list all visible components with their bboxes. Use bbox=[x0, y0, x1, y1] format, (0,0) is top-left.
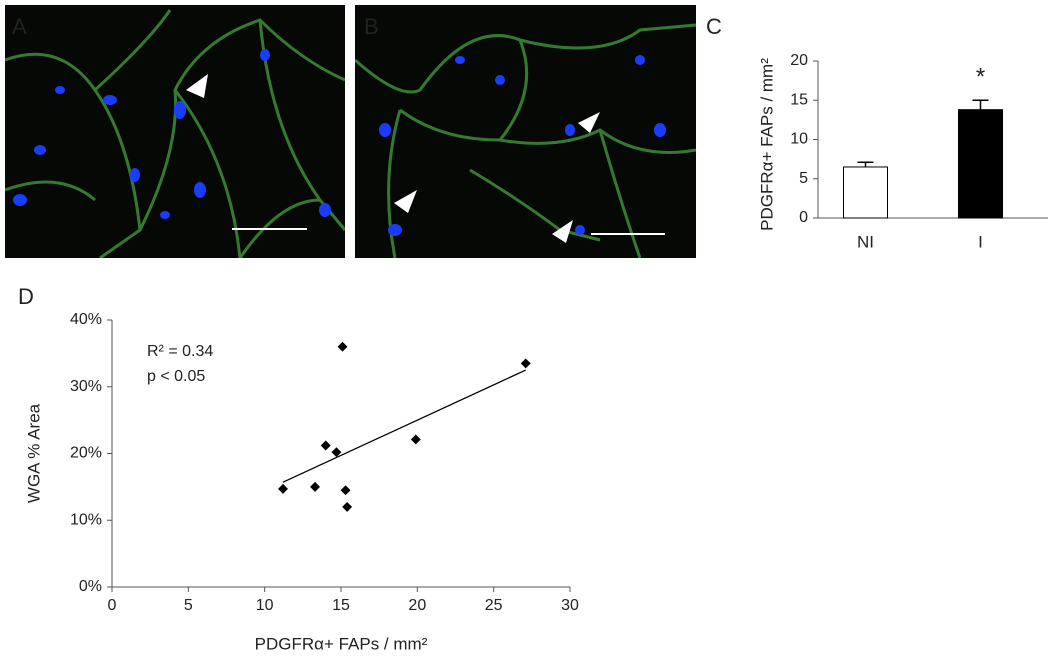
trendline bbox=[282, 369, 526, 483]
x-tick-label: NI bbox=[857, 232, 874, 251]
bar bbox=[843, 166, 888, 219]
x-tick-label: 25 bbox=[485, 597, 503, 614]
data-point bbox=[320, 440, 331, 451]
y-tick-label: 15 bbox=[790, 91, 808, 108]
y-tick-label: 40% bbox=[70, 311, 102, 328]
data-point bbox=[337, 341, 348, 352]
y-axis-label: PDGFRα+ FAPs / mm² bbox=[757, 58, 776, 231]
y-axis-label: WGA % Area bbox=[24, 403, 43, 503]
y-tick-label: 10 bbox=[790, 131, 808, 148]
x-tick-label: 30 bbox=[561, 597, 579, 614]
micrograph-a bbox=[5, 5, 345, 258]
x-axis-label: PDGFRα+ FAPs / mm² bbox=[255, 634, 428, 653]
y-tick-label: 0 bbox=[799, 209, 808, 226]
stat-annotation: p < 0.05 bbox=[147, 368, 205, 385]
y-tick-label: 20 bbox=[790, 52, 808, 69]
x-tick-label: 0 bbox=[108, 597, 117, 614]
data-point bbox=[278, 483, 288, 494]
data-point bbox=[342, 501, 353, 512]
x-tick-label: 10 bbox=[256, 597, 274, 614]
panel-label: D bbox=[18, 284, 34, 309]
y-tick-label: 20% bbox=[70, 445, 102, 462]
x-tick-label: I bbox=[978, 232, 983, 251]
stat-annotation: R² = 0.34 bbox=[147, 343, 213, 360]
data-point bbox=[410, 434, 421, 445]
x-tick-label: 20 bbox=[408, 597, 426, 614]
data-point bbox=[331, 447, 342, 458]
bar bbox=[958, 109, 1003, 219]
micrograph-b bbox=[355, 5, 696, 258]
significance-marker: * bbox=[976, 64, 985, 91]
panel-label: C bbox=[706, 14, 722, 39]
x-tick-label: 15 bbox=[332, 597, 350, 614]
x-tick-label: 5 bbox=[184, 597, 193, 614]
data-point bbox=[340, 485, 351, 496]
data-point bbox=[310, 481, 320, 492]
panel-label: A bbox=[12, 14, 27, 39]
y-tick-label: 10% bbox=[70, 511, 102, 528]
panel-label: B bbox=[364, 14, 379, 39]
y-tick-label: 0% bbox=[79, 578, 102, 595]
y-tick-label: 30% bbox=[70, 378, 102, 395]
y-tick-label: 5 bbox=[799, 170, 808, 187]
data-point bbox=[520, 358, 531, 369]
